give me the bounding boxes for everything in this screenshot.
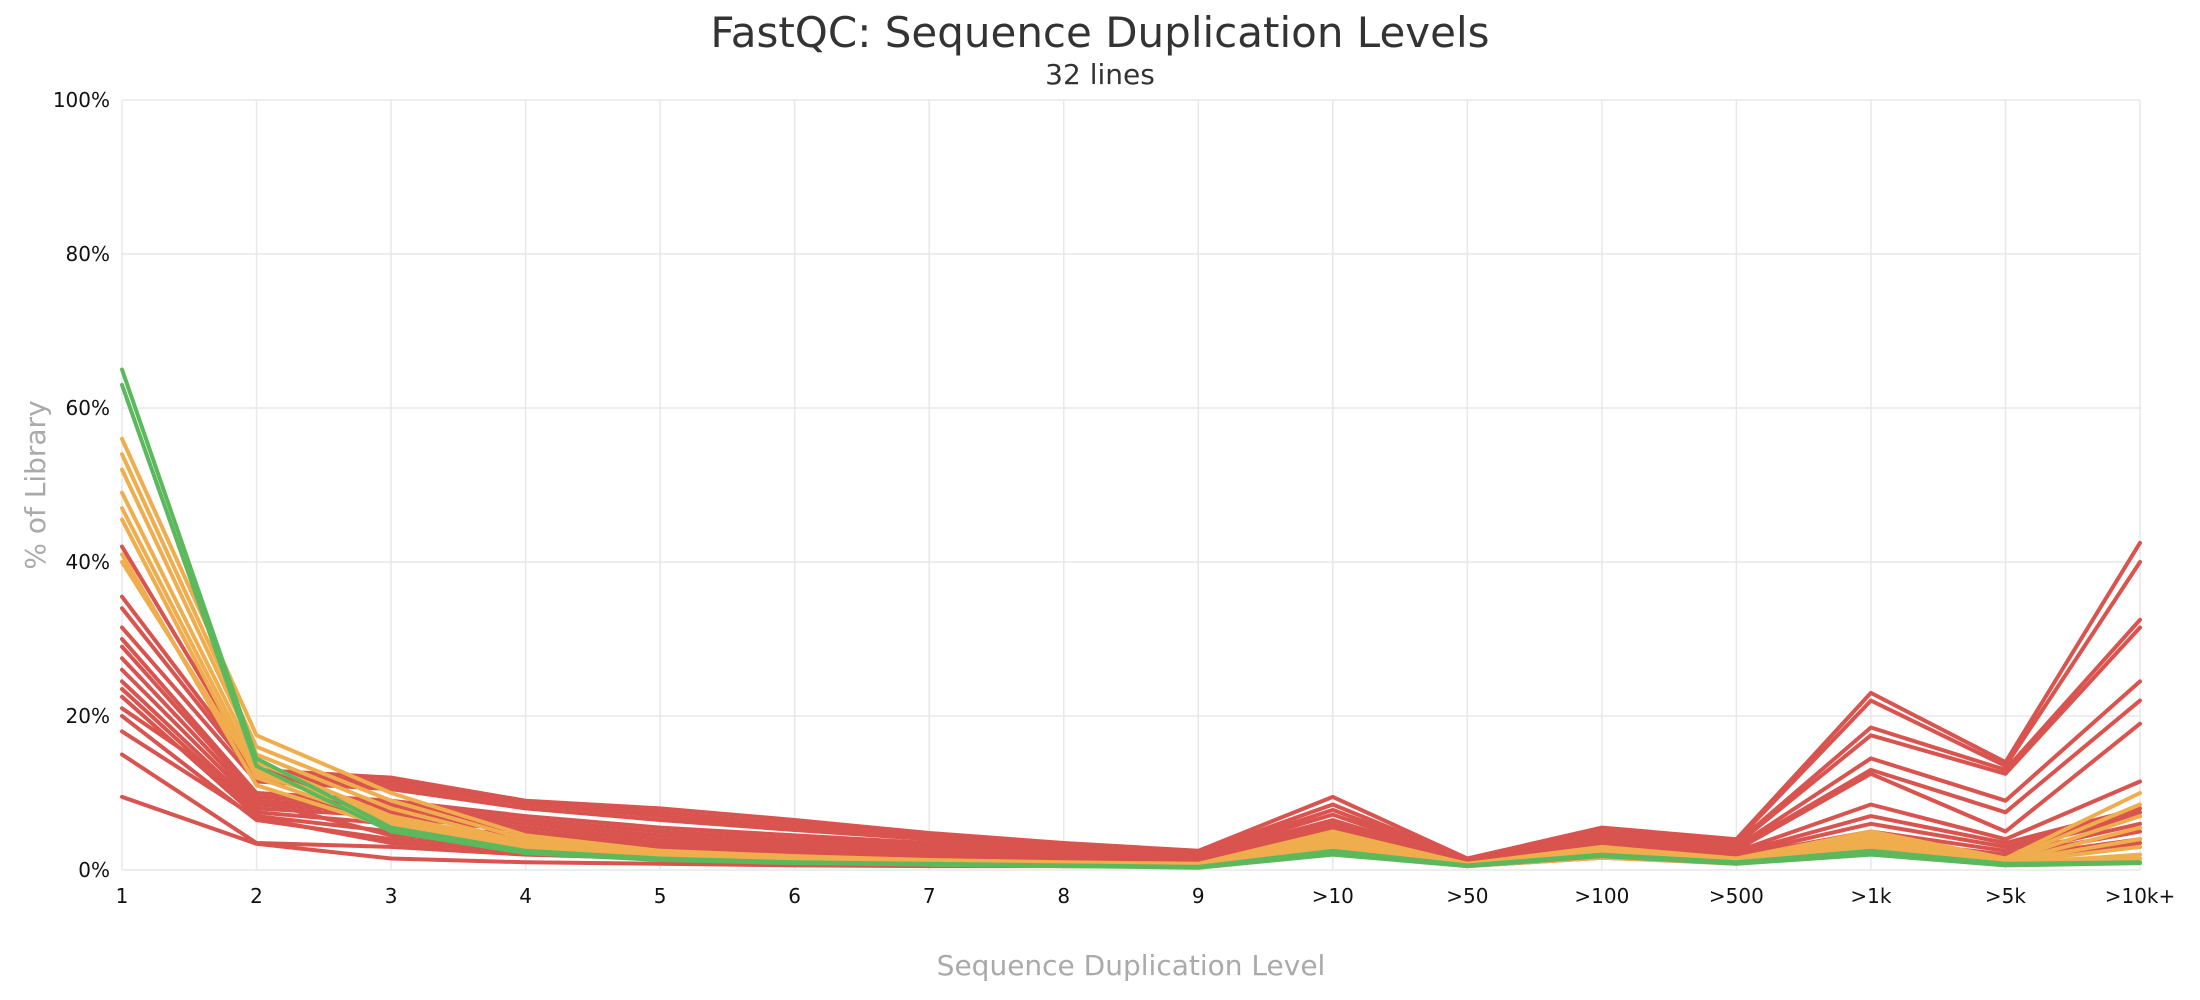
x-tick-label: >500 <box>1709 884 1764 908</box>
x-tick-label: >1k <box>1850 884 1891 908</box>
x-tick-label: 5 <box>654 884 667 908</box>
x-tick-label: 1 <box>116 884 129 908</box>
x-tick-label: 3 <box>385 884 398 908</box>
y-tick-label: 40% <box>66 550 110 574</box>
x-axis-title: Sequence Duplication Level <box>937 949 1326 982</box>
x-tick-label: 8 <box>1057 884 1070 908</box>
x-tick-label: 9 <box>1192 884 1205 908</box>
x-axis-ticks: 1 2 3 4 5 6 7 8 9 >10 >50 >100 >500 >1k >5k >10k+ <box>116 884 2176 908</box>
grid <box>121 99 2141 871</box>
x-tick-label: 2 <box>250 884 263 908</box>
x-tick-label: 4 <box>519 884 532 908</box>
y-tick-label: 100% <box>53 88 110 112</box>
y-axis-title: % of Library <box>19 400 52 569</box>
y-tick-label: 60% <box>66 396 110 420</box>
x-tick-label: >50 <box>1446 884 1488 908</box>
y-tick-label: 80% <box>66 242 110 266</box>
y-tick-label: 20% <box>66 704 110 728</box>
chart-subtitle: 32 lines <box>1045 58 1155 91</box>
x-tick-label: >100 <box>1574 884 1629 908</box>
y-tick-label: 0% <box>78 858 110 882</box>
series-lines <box>120 367 2142 870</box>
x-tick-label: >5k <box>1985 884 2026 908</box>
y-axis-ticks: 0% 20% 40% 60% 80% 100% <box>53 88 110 882</box>
series-line-warn[interactable] <box>120 436 2142 866</box>
x-tick-label: 7 <box>923 884 936 908</box>
x-tick-label: 6 <box>788 884 801 908</box>
x-tick-label: >10 <box>1312 884 1354 908</box>
chart-title: FastQC: Sequence Duplication Levels <box>710 8 1490 57</box>
series-line-pass[interactable] <box>120 382 2142 870</box>
x-tick-label: >10k+ <box>2105 884 2176 908</box>
